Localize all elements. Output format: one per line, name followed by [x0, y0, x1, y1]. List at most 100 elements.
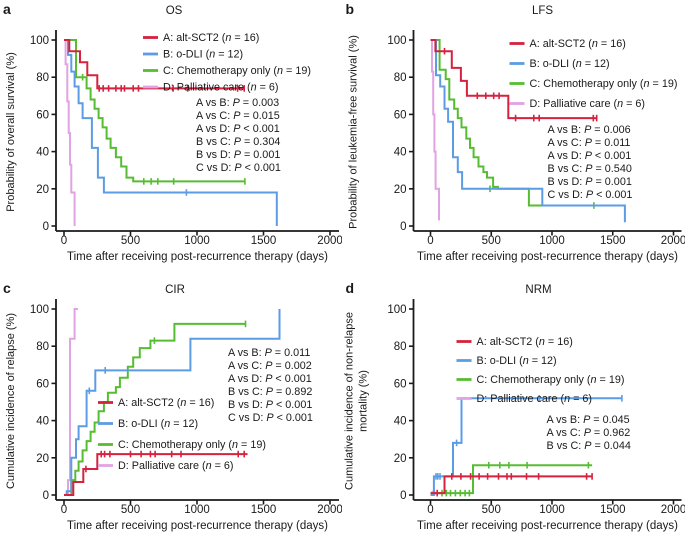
pvalue-line: A vs B: P = 0.045	[547, 414, 630, 426]
panel-d: 0 500 1000 1500 2000 0 20 40 60 80 100 Time after r…	[342, 269, 685, 538]
y-tick-label: 20	[394, 453, 407, 465]
km-line-B	[430, 397, 623, 496]
y-tick-label: 80	[394, 72, 407, 84]
km-series-A	[64, 450, 248, 496]
y-tick-label: 20	[36, 184, 49, 196]
km-line-C	[430, 464, 593, 495]
km-line-B	[64, 309, 281, 496]
pvalue-line: A vs C: P = 0.011	[548, 137, 631, 149]
axes	[412, 299, 682, 501]
legend-item-A: A: alt-SCT2 (n = 16)	[456, 336, 573, 348]
x-tick-label: 1000	[184, 235, 210, 247]
x-axis-label: Time after receiving post-recurrence the…	[417, 520, 678, 532]
x-axis-label: Time after receiving post-recurrence the…	[417, 251, 678, 263]
legend-item-D: D: Palliative care (n = 6)	[456, 393, 592, 405]
pvalue-line: A vs B: P = 0.003	[196, 97, 279, 109]
y-tick-label: 60	[36, 109, 49, 121]
km-line-C	[64, 322, 247, 496]
y-tick-label: 60	[36, 378, 49, 390]
y-tick-label: 60	[394, 109, 407, 121]
km-series-B	[430, 395, 623, 496]
y-axis-label: Cumulative incidence of relapse (%)	[5, 313, 17, 489]
legend: A: alt-SCT2 (n = 16) B: o-DLI (n = 12) C: …	[143, 32, 311, 94]
panel-title: OS	[166, 5, 183, 17]
panel-letter: b	[346, 1, 355, 17]
y-tick-label: 0	[43, 490, 49, 502]
km-chart-c: 0 500 1000 1500 2000 0 20 40 60 80 100 Time after r…	[3, 280, 342, 532]
panel-title: NRM	[525, 284, 551, 296]
x-tick-label: 2000	[661, 235, 685, 247]
y-axis-label: Cumulative incidence of non-relapse	[344, 312, 356, 490]
legend-item-B: B: o-DLI (n = 12)	[143, 49, 243, 61]
legend-item-C: C: Chemotherapy only (n = 19)	[143, 65, 311, 77]
legend-item-C: C: Chemotherapy only (n = 19)	[456, 374, 624, 386]
km-line-B	[430, 39, 626, 223]
x-tick-label: 500	[482, 235, 501, 247]
y-tick-label: 80	[394, 341, 407, 353]
x-tick-label: 500	[121, 235, 140, 247]
x-tick-label: 0	[427, 235, 433, 247]
y-tick-label: 20	[36, 453, 49, 465]
km-line-A	[64, 453, 248, 496]
pvalue-line: A vs C: P = 0.015	[196, 110, 280, 122]
panel-title: CIR	[165, 284, 185, 296]
y-tick-label: 40	[394, 147, 407, 159]
legend-item-A: A: alt-SCT2 (n = 16)	[98, 397, 214, 409]
x-tick-label: 0	[61, 504, 67, 516]
km-series-C	[64, 320, 247, 496]
pvalue-line: C vs D: P < 0.001	[228, 412, 313, 424]
panel-b: 0 500 1000 1500 2000 0 20 40 60 80 100 Time after r…	[342, 0, 685, 269]
x-tick-label: 0	[61, 235, 67, 247]
y-tick-label: 40	[36, 416, 49, 428]
x-ticks: 0 500 1000 1500 2000	[427, 231, 685, 247]
legend-item-A: A: alt-SCT2 (n = 16)	[143, 32, 259, 44]
y-tick-label: 80	[36, 72, 49, 84]
legend-label-C: C: Chemotherapy only (n = 19)	[530, 78, 678, 90]
legend-item-B: B: o-DLI (n = 12)	[98, 418, 198, 430]
legend-item-C: C: Chemotherapy only (n = 19)	[98, 439, 266, 451]
legend-label-D: D: Palliative care (n = 6)	[163, 82, 279, 94]
x-tick-label: 500	[121, 504, 140, 516]
x-ticks: 0 500 1000 1500 2000	[427, 500, 685, 516]
panel-title: LFS	[532, 5, 553, 17]
pvalue-line: A vs D: P < 0.001	[548, 150, 632, 162]
x-tick-label: 1500	[251, 504, 277, 516]
km-chart-d: 0 500 1000 1500 2000 0 20 40 60 80 100 Time after r…	[344, 280, 685, 532]
y-tick-label: 100	[387, 35, 406, 47]
pvalue-line: B vs C: P = 0.892	[228, 386, 312, 398]
pvalue-line: B vs C: P = 0.540	[548, 163, 632, 175]
legend: A: alt-SCT2 (n = 16) B: o-DLI (n = 12) C: …	[509, 38, 678, 110]
legend-item-A: A: alt-SCT2 (n = 16)	[509, 38, 626, 50]
legend-item-D: D: Palliative care (n = 6)	[98, 460, 234, 472]
pvalue-line: B vs C: P = 0.044	[547, 440, 631, 452]
panel-c: 0 500 1000 1500 2000 0 20 40 60 80 100 Time after r…	[0, 269, 342, 538]
legend: A: alt-SCT2 (n = 16) B: o-DLI (n = 12) C: …	[98, 397, 266, 472]
y-ticks: 0 20 40 60 80 100	[30, 304, 56, 502]
x-tick-label: 1000	[539, 504, 565, 516]
km-chart-b: 0 500 1000 1500 2000 0 20 40 60 80 100 Time after r…	[346, 1, 685, 263]
legend-item-C: C: Chemotherapy only (n = 19)	[509, 78, 678, 90]
y-tick-label: 60	[394, 378, 407, 390]
legend-label-B: B: o-DLI (n = 12)	[477, 355, 557, 367]
x-tick-label: 1000	[539, 235, 565, 247]
km-series-D	[64, 39, 76, 226]
y-tick-label: 100	[30, 35, 49, 47]
pvalue-line: A vs D: P < 0.001	[196, 123, 280, 135]
legend-label-A: A: alt-SCT2 (n = 16)	[163, 32, 259, 44]
x-tick-label: 0	[427, 504, 433, 516]
y-ticks: 0 20 40 60 80 100	[30, 35, 56, 233]
legend-label-B: B: o-DLI (n = 12)	[163, 49, 243, 61]
km-chart-a: 0 500 1000 1500 2000 0 20 40 60 80 100 Time after r…	[3, 1, 342, 263]
x-axis-label: Time after receiving post-recurrence the…	[67, 520, 328, 532]
legend-label-A: A: alt-SCT2 (n = 16)	[118, 397, 214, 409]
y-axis-label: Probability of leukemia-free survival (%…	[348, 35, 360, 229]
km-line-A	[430, 39, 597, 120]
x-ticks: 0 500 1000 1500 2000	[61, 231, 342, 247]
x-ticks: 0 500 1000 1500 2000	[61, 500, 342, 516]
y-ticks: 0 20 40 60 80 100	[387, 304, 414, 502]
km-line-C	[430, 39, 595, 207]
pvalue-line: B vs D: P < 0.001	[228, 399, 312, 411]
legend-label-C: C: Chemotherapy only (n = 19)	[118, 439, 266, 451]
